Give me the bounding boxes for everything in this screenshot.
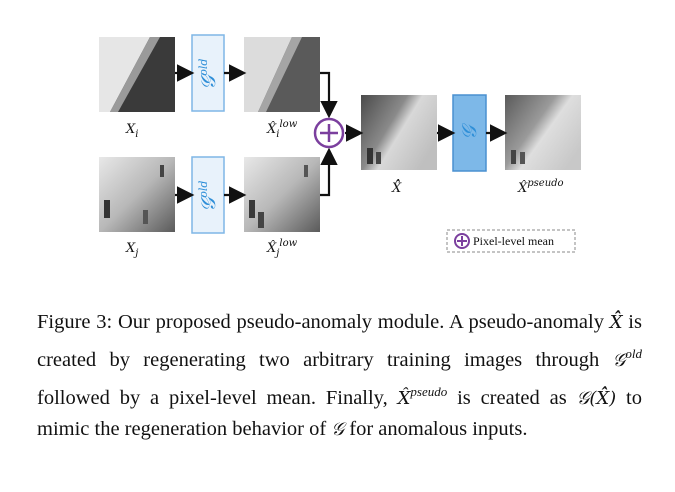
pixel-mean-plus-icon — [313, 117, 345, 149]
g-block: 𝒢 — [452, 94, 487, 172]
image-xpseudo — [505, 95, 581, 170]
label-xj: Xj — [125, 241, 138, 259]
label-xi-low: X̂ilow — [266, 119, 298, 140]
legend-label: Pixel-level mean — [473, 234, 554, 248]
g-old-block-top: 𝒢old — [191, 34, 225, 112]
svg-text:𝒢old: 𝒢old — [196, 181, 220, 212]
label-xi: Xi — [125, 122, 138, 140]
pseudo-anomaly-diagram: 𝒢old 𝒢old 𝒢 Xi X̂ilow Xj — [99, 34, 581, 259]
image-xj — [99, 157, 175, 232]
svg-text:𝒢: 𝒢 — [457, 122, 481, 140]
label-xj-low: X̂jlow — [266, 238, 298, 259]
legend: Pixel-level mean — [446, 229, 576, 253]
arrows — [175, 64, 508, 204]
label-xpseudo: X̂pseudo — [517, 178, 564, 196]
label-xhat-hat: X̂̂ — [391, 179, 402, 196]
image-xi — [99, 37, 175, 112]
image-xi-low — [244, 37, 320, 112]
figure-caption: Figure 3: Our proposed pseudo-anomaly mo… — [37, 311, 642, 440]
image-xj-low — [244, 157, 320, 232]
svg-text:𝒢old: 𝒢old — [196, 59, 220, 90]
image-xhat-hat — [361, 95, 437, 170]
g-old-block-bottom: 𝒢old — [191, 156, 225, 234]
